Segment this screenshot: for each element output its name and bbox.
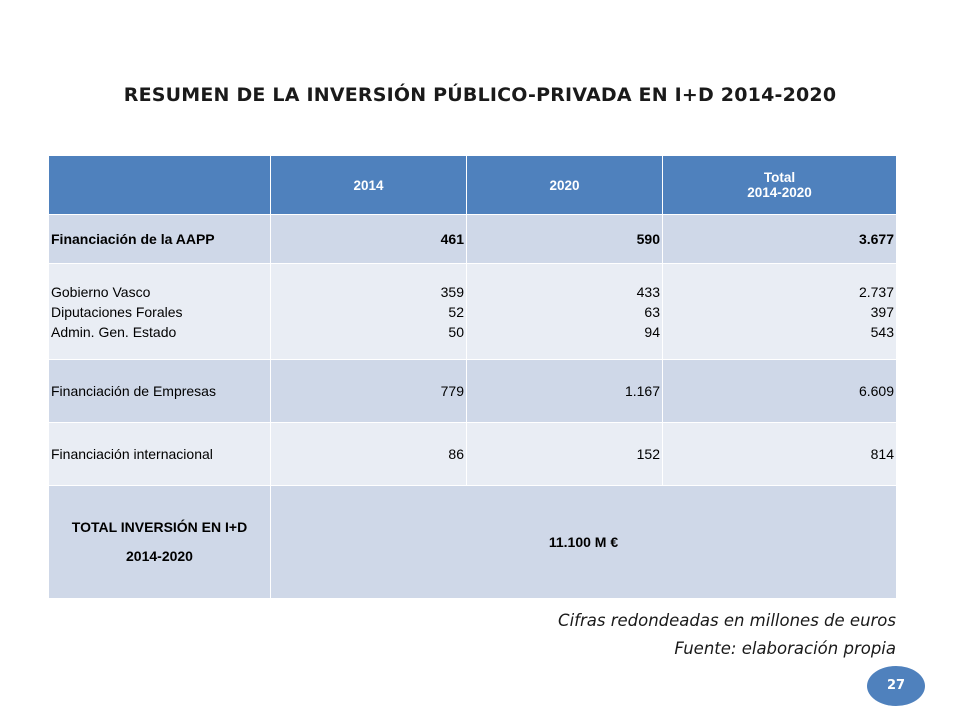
sub-label-admin-estado: Admin. Gen. Estado	[51, 323, 177, 340]
page-number-badge: 27	[867, 666, 925, 706]
table-row-total: TOTAL INVERSIÓN EN I+D 2014-2020 11.100 …	[48, 485, 897, 599]
value-2014: 779	[270, 359, 467, 423]
row-label: Financiación de la AAPP	[48, 214, 271, 264]
investment-table: 2014 2020 Total 2014-2020 Financiación d…	[48, 155, 897, 599]
row-label: Financiación internacional	[48, 422, 271, 486]
total-label-cell: TOTAL INVERSIÓN EN I+D 2014-2020	[48, 485, 271, 599]
header-2014: 2014	[270, 155, 467, 215]
table-row-empresas: Financiación de Empresas 779 1.167 6.609	[48, 359, 897, 423]
sub-value: 359	[440, 283, 464, 300]
header-total-line1: Total	[763, 170, 796, 185]
header-2020: 2020	[466, 155, 663, 215]
header-total-line2: 2014-2020	[747, 185, 812, 200]
table-row-sub-breakdown: Gobierno Vasco Diputaciones Forales Admi…	[48, 263, 897, 360]
sub-label-diputaciones: Diputaciones Forales	[51, 303, 183, 320]
sub-value: 52	[448, 303, 464, 320]
value-total: 814	[662, 422, 897, 486]
value-total: 6.609	[662, 359, 897, 423]
sub-value: 397	[870, 303, 894, 320]
sub-labels-cell: Gobierno Vasco Diputaciones Forales Admi…	[48, 263, 271, 360]
header-total: Total 2014-2020	[662, 155, 897, 215]
slide-title: RESUMEN DE LA INVERSIÓN PÚBLICO-PRIVADA …	[123, 84, 837, 106]
sub-value: 2.737	[858, 283, 894, 300]
value-2014: 461	[270, 214, 467, 264]
header-empty-cell	[48, 155, 271, 215]
sub-value: 50	[448, 323, 464, 340]
table-header-row: 2014 2020 Total 2014-2020	[48, 155, 897, 215]
sub-2020-cell: 433 63 94	[466, 263, 663, 360]
value-total: 3.677	[662, 214, 897, 264]
row-label: Financiación de Empresas	[48, 359, 271, 423]
value-2020: 590	[466, 214, 663, 264]
sub-value: 433	[636, 283, 660, 300]
table-row-internacional: Financiación internacional 86 152 814	[48, 422, 897, 486]
total-value: 11.100 M €	[270, 485, 897, 599]
sub-total-cell: 2.737 397 543	[662, 263, 897, 360]
sub-value: 94	[644, 323, 660, 340]
sub-value: 63	[644, 303, 660, 320]
note-source: Fuente: elaboración propia	[674, 639, 896, 658]
total-label-line2: 2014-2020	[126, 548, 193, 564]
value-2014: 86	[270, 422, 467, 486]
value-2020: 1.167	[466, 359, 663, 423]
value-2020: 152	[466, 422, 663, 486]
note-rounded-figures: Cifras redondeadas en millones de euros	[558, 611, 896, 630]
total-label-line1: TOTAL INVERSIÓN EN I+D	[71, 519, 248, 535]
table-row-aapp: Financiación de la AAPP 461 590 3.677	[48, 214, 897, 264]
sub-2014-cell: 359 52 50	[270, 263, 467, 360]
sub-value: 543	[870, 323, 894, 340]
sub-label-gobierno-vasco: Gobierno Vasco	[51, 283, 151, 300]
